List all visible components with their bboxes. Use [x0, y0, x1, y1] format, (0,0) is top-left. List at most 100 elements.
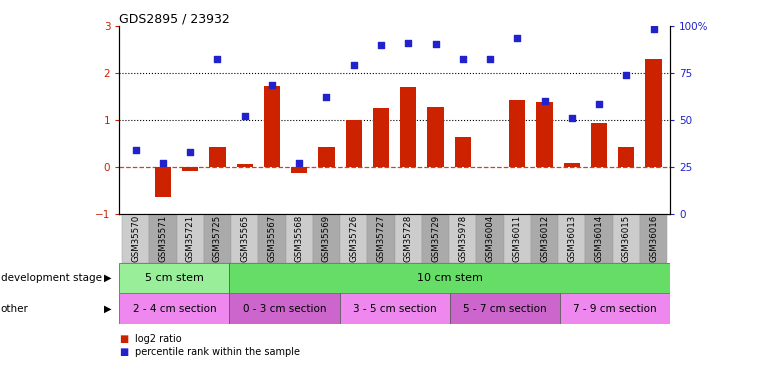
Text: GSM35571: GSM35571	[159, 215, 167, 262]
Bar	[394, 214, 422, 262]
Point	[129, 147, 142, 153]
Bar	[286, 214, 313, 262]
Text: ▶: ▶	[104, 304, 112, 313]
Text: GSM35721: GSM35721	[186, 215, 195, 262]
Point	[566, 115, 578, 121]
Bar	[122, 214, 149, 262]
Point	[457, 56, 469, 62]
Bar	[564, 163, 580, 167]
Bar	[209, 147, 226, 167]
Bar	[373, 108, 389, 167]
Text: 10 cm stem: 10 cm stem	[417, 273, 483, 283]
Bar	[422, 214, 449, 262]
Point	[266, 82, 278, 88]
Text: GSM35725: GSM35725	[213, 215, 222, 262]
Point	[620, 72, 632, 78]
Text: log2 ratio: log2 ratio	[135, 334, 182, 344]
Text: GSM36015: GSM36015	[622, 215, 631, 262]
Text: GSM35978: GSM35978	[458, 215, 467, 262]
Bar	[560, 293, 670, 324]
Text: percentile rank within the sample: percentile rank within the sample	[135, 347, 300, 357]
Bar	[346, 120, 362, 167]
Bar	[591, 123, 608, 167]
Point	[239, 113, 251, 119]
Bar	[449, 214, 477, 262]
Text: GSM36014: GSM36014	[594, 215, 604, 262]
Text: 0 - 3 cm section: 0 - 3 cm section	[243, 304, 326, 313]
Point	[538, 98, 551, 104]
Text: GDS2895 / 23932: GDS2895 / 23932	[119, 12, 230, 25]
Point	[511, 35, 524, 41]
Bar	[531, 214, 558, 262]
Text: development stage: development stage	[1, 273, 102, 283]
Bar	[149, 214, 176, 262]
Text: ■: ■	[119, 334, 129, 344]
Point	[402, 40, 414, 46]
Bar	[231, 214, 259, 262]
Point	[347, 62, 360, 68]
Bar	[618, 147, 634, 167]
Text: GSM35727: GSM35727	[377, 215, 386, 262]
Point	[430, 41, 442, 47]
Text: 7 - 9 cm section: 7 - 9 cm section	[573, 304, 657, 313]
Bar	[236, 164, 253, 167]
Text: GSM35728: GSM35728	[403, 215, 413, 262]
Bar	[640, 214, 667, 262]
Bar	[259, 214, 286, 262]
Text: GSM35726: GSM35726	[350, 215, 358, 262]
Point	[375, 42, 387, 48]
Point	[648, 26, 660, 32]
Text: GSM35569: GSM35569	[322, 215, 331, 262]
Text: other: other	[1, 304, 28, 313]
Bar	[645, 59, 661, 167]
Bar	[291, 167, 307, 173]
Bar	[264, 86, 280, 167]
Bar	[450, 293, 560, 324]
Text: GSM35568: GSM35568	[295, 215, 303, 262]
Bar	[204, 214, 231, 262]
Bar	[182, 167, 199, 171]
Text: GSM36013: GSM36013	[567, 215, 576, 262]
Bar	[340, 214, 367, 262]
Point	[157, 160, 169, 166]
Point	[320, 94, 333, 100]
Bar	[454, 137, 471, 167]
Text: GSM35570: GSM35570	[131, 215, 140, 262]
Text: GSM35729: GSM35729	[431, 215, 440, 262]
Bar	[504, 214, 531, 262]
Text: GSM35565: GSM35565	[240, 215, 249, 262]
Bar	[313, 214, 340, 262]
Text: ▶: ▶	[104, 273, 112, 283]
Point	[184, 149, 196, 155]
Text: ■: ■	[119, 347, 129, 357]
Bar	[229, 293, 340, 324]
Bar	[477, 214, 504, 262]
Text: GSM35567: GSM35567	[267, 215, 276, 262]
Point	[293, 160, 306, 166]
Bar	[155, 167, 171, 197]
Bar	[367, 214, 394, 262]
Bar	[340, 293, 450, 324]
Text: GSM36004: GSM36004	[486, 215, 494, 262]
Bar	[558, 214, 585, 262]
Text: GSM36011: GSM36011	[513, 215, 522, 262]
Point	[484, 56, 496, 62]
Bar	[537, 102, 553, 167]
Bar	[229, 262, 670, 293]
Bar	[509, 100, 525, 167]
Text: 3 - 5 cm section: 3 - 5 cm section	[353, 304, 437, 313]
Bar	[613, 214, 640, 262]
Text: 5 - 7 cm section: 5 - 7 cm section	[463, 304, 547, 313]
Text: 2 - 4 cm section: 2 - 4 cm section	[132, 304, 216, 313]
Bar	[400, 87, 417, 167]
Point	[211, 56, 223, 62]
Bar	[176, 214, 204, 262]
Bar	[427, 107, 444, 167]
Bar	[119, 262, 229, 293]
Text: 5 cm stem: 5 cm stem	[145, 273, 204, 283]
Bar	[318, 147, 335, 167]
Text: GSM36016: GSM36016	[649, 215, 658, 262]
Bar	[119, 293, 229, 324]
Bar	[585, 214, 613, 262]
Text: GSM36012: GSM36012	[540, 215, 549, 262]
